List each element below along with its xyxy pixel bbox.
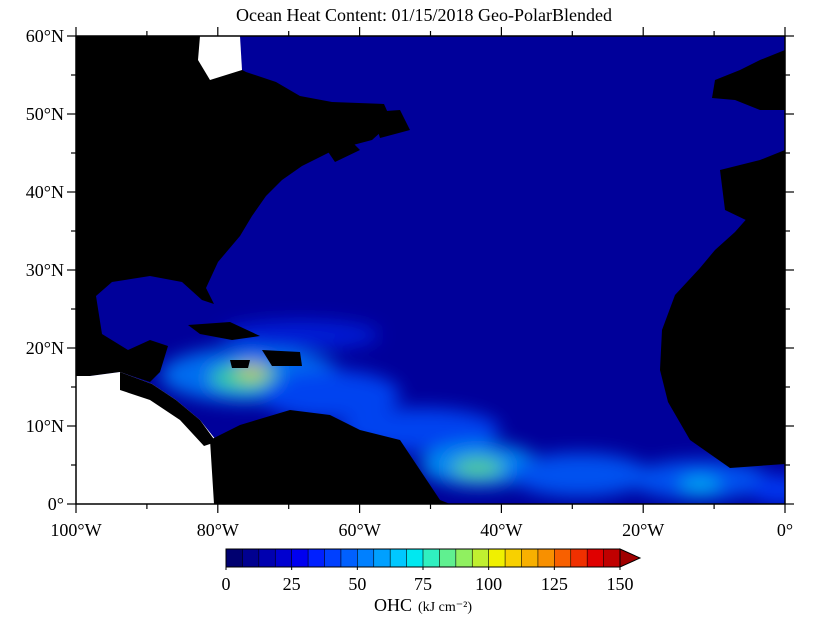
colorbar-swatch [537,549,555,567]
x-tick-label: 0° [777,520,793,540]
colorbar-swatch [258,549,276,567]
y-tick-label: 10°N [26,416,64,436]
colorbar-label: OHC (kJ cm⁻²) [374,595,472,615]
colorbar: 0 25 50 75 100 125 150 [222,548,642,594]
colorbar-swatch [357,549,375,567]
colorbar-swatch [275,549,292,567]
colorbar-swatch [226,549,243,567]
colorbar-swatch [324,549,342,567]
colorbar-tick-label: 125 [541,574,568,594]
colorbar-swatch [472,549,489,567]
y-tick-label: 20°N [26,338,64,358]
x-tick-label: 20°W [622,520,664,540]
colorbar-units: (kJ cm⁻²) [418,600,472,615]
colorbar-swatch [291,549,309,567]
colorbar-swatch [308,549,325,567]
colorbar-swatch [340,549,358,567]
colorbar-title: OHC [374,595,412,615]
colorbar-swatch [242,549,260,567]
x-tick-label: 60°W [339,520,381,540]
colorbar-swatch [373,549,391,567]
colorbar-extension [619,548,642,568]
y-tick-label: 50°N [26,104,64,124]
colorbar-tick-label: 150 [607,574,634,594]
colorbar-swatch [488,549,506,567]
colorbar-swatch [603,549,621,567]
colorbar-swatch [439,549,457,567]
y-tick-label: 30°N [26,260,64,280]
axes: 100°W 80°W 60°W 40°W 20°W 0° 0° 10°N 20°N 30°N 40°… [26,26,794,540]
colorbar-swatch [521,549,539,567]
map-area [76,36,785,504]
colorbar-swatch [554,549,572,567]
x-tick-label: 100°W [50,520,101,540]
land [76,36,785,504]
colorbar-swatch [406,549,424,567]
x-tick-label: 80°W [197,520,239,540]
colorbar-swatch [423,549,440,567]
colorbar-tick-label: 75 [414,574,432,594]
colorbar-swatch [390,549,407,567]
colorbar-swatch [570,549,588,567]
colorbar-tick-label: 0 [222,574,231,594]
colorbar-tick-label: 25 [283,574,301,594]
x-tick-label: 40°W [480,520,522,540]
y-tick-label: 40°N [26,182,64,202]
colorbar-tick-label: 100 [475,574,502,594]
colorbar-tick-label: 50 [348,574,366,594]
colorbar-swatch [587,549,604,567]
colorbar-swatch [505,549,522,567]
y-tick-label: 60°N [26,26,64,46]
colorbar-swatch [455,549,473,567]
heat-field [160,320,785,504]
y-tick-label: 0° [48,494,64,514]
title: Ocean Heat Content: 01/15/2018 Geo-Polar… [236,5,612,25]
